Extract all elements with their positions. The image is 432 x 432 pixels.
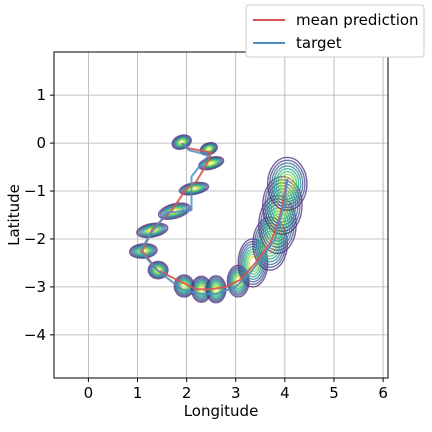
contour-ellipse (272, 191, 293, 220)
x-tick-label: 6 (378, 384, 388, 402)
contour-ellipse (153, 266, 163, 274)
ticks (50, 94, 384, 382)
y-tick-label: 0 (36, 134, 46, 152)
series-lines (139, 142, 289, 296)
contour-ellipse (205, 146, 212, 152)
y-tick-label: 1 (36, 86, 46, 104)
contour-ellipse (161, 204, 188, 219)
contour-ellipse (266, 156, 308, 211)
contour-ellipse (264, 179, 301, 232)
contour-ellipse (271, 162, 304, 206)
legend-box (245, 4, 425, 58)
contour-ellipse (207, 160, 216, 166)
contour-ellipse (281, 176, 294, 192)
contour-ellipse (130, 243, 157, 259)
uncertainty-ellipses (128, 134, 308, 304)
y-tick-label: −1 (24, 182, 46, 200)
x-tick-label: 2 (182, 384, 192, 402)
contour-ellipse (172, 135, 191, 150)
contour-ellipse (269, 159, 306, 209)
axes-frame (53, 51, 389, 379)
x-tick-label: 4 (280, 384, 290, 402)
contour-ellipse (173, 135, 190, 149)
contour-ellipse (154, 267, 162, 274)
x-tick-label: 0 (84, 384, 94, 402)
series-line-mean-prediction (141, 142, 289, 291)
y-tick-label: −3 (24, 278, 46, 296)
contour-ellipse (144, 226, 161, 235)
x-tick-label: 3 (231, 384, 241, 402)
contour-ellipse (137, 223, 167, 238)
contour-ellipse (150, 263, 166, 277)
legend-label-target: target (296, 34, 342, 52)
contour-ellipse (148, 261, 168, 279)
contour-ellipse (136, 222, 169, 239)
y-tick-label: −2 (24, 230, 46, 248)
contour-ellipse (159, 203, 190, 220)
contour-ellipse (245, 251, 261, 275)
x-axis-label: Longitude (184, 402, 259, 420)
legend-label-mean-prediction: mean prediction (296, 11, 419, 29)
contour-ellipse (279, 173, 296, 195)
tick-labels: 0 1 2 3 4 5 6 1 0 −1 −2 −3 −4 (24, 86, 388, 402)
contour-ellipse (149, 262, 167, 278)
y-tick-label: −4 (24, 326, 46, 344)
contour-ellipse (142, 225, 162, 236)
contour-ellipse (139, 224, 166, 237)
contour-ellipse (275, 167, 300, 200)
contour-ellipse (152, 265, 164, 275)
contour-ellipse (231, 271, 246, 291)
x-tick-label: 1 (133, 384, 143, 402)
contour-ellipse (174, 136, 189, 148)
contour-ellipse (189, 186, 199, 191)
legend: mean prediction target (245, 4, 425, 58)
contour-ellipse (171, 134, 192, 150)
contour-ellipse (277, 170, 298, 197)
contour-ellipse (162, 204, 186, 218)
contour-ellipse (151, 264, 165, 276)
contour-ellipse (157, 202, 191, 220)
y-axis-label: Latitude (5, 184, 23, 246)
contour-ellipse (273, 165, 302, 203)
contour-ellipse (128, 242, 158, 259)
series-line-target (139, 142, 289, 296)
contour-ellipse (140, 224, 164, 236)
contour-ellipse (147, 260, 169, 280)
x-tick-label: 5 (329, 384, 339, 402)
